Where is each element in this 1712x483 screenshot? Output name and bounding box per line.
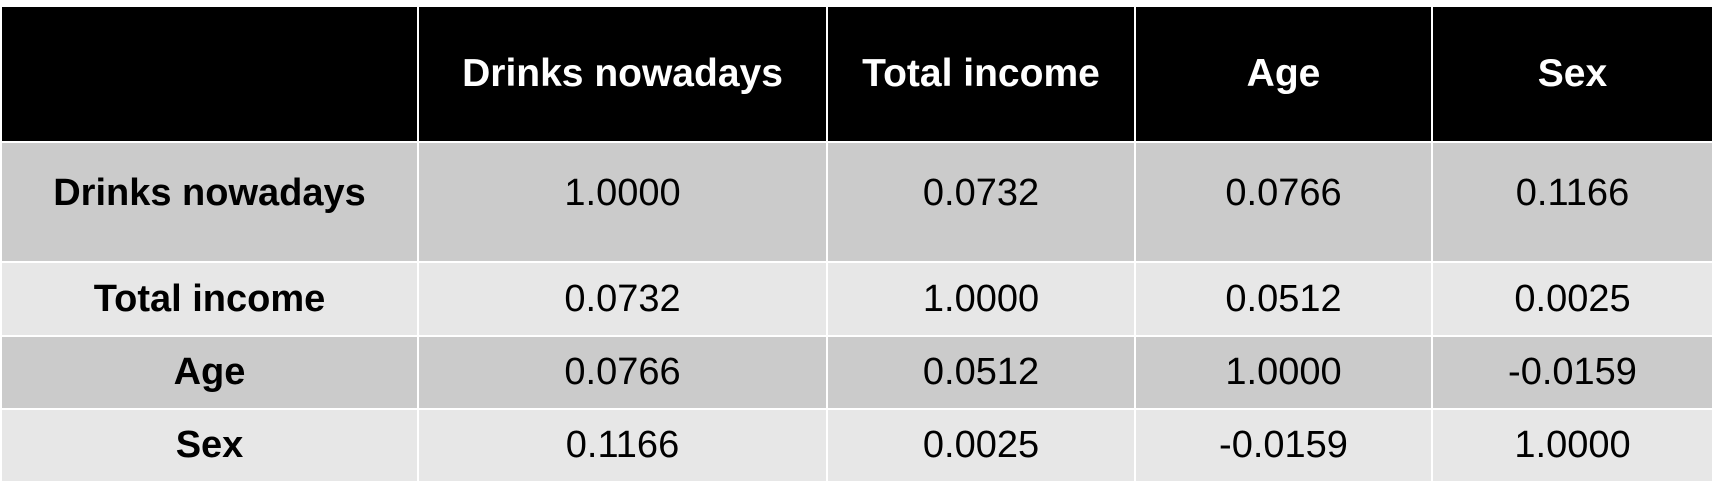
column-header: Age [1134, 5, 1433, 143]
row-header: Drinks nowadays [0, 141, 419, 263]
table-cell: 0.1166 [417, 408, 828, 483]
table-cell: 1.0000 [1134, 335, 1433, 410]
table-header-row: Drinks nowadays Total income Age Sex [0, 5, 1712, 143]
table-cell: 0.0766 [1134, 141, 1433, 263]
table-cell: 1.0000 [1431, 408, 1712, 483]
row-header: Total income [0, 261, 419, 337]
row-header: Age [0, 335, 419, 410]
table-row: Age 0.0766 0.0512 1.0000 -0.0159 [0, 335, 1712, 410]
table-cell: 0.1166 [1431, 141, 1712, 263]
table-cell: 1.0000 [826, 261, 1136, 337]
table-cell: -0.0159 [1134, 408, 1433, 483]
table-row: Drinks nowadays 1.0000 0.0732 0.0766 0.1… [0, 141, 1712, 263]
corner-cell [0, 5, 419, 143]
column-header: Drinks nowadays [417, 5, 828, 143]
table-row: Total income 0.0732 1.0000 0.0512 0.0025 [0, 261, 1712, 337]
correlation-table: Drinks nowadays Total income Age Sex Dri… [0, 5, 1712, 483]
row-header: Sex [0, 408, 419, 483]
table-cell: 0.0732 [826, 141, 1136, 263]
table-cell: 1.0000 [417, 141, 828, 263]
correlation-table-container: Drinks nowadays Total income Age Sex Dri… [0, 5, 1712, 483]
table-cell: 0.0766 [417, 335, 828, 410]
table-cell: 0.0512 [826, 335, 1136, 410]
table-row: Sex 0.1166 0.0025 -0.0159 1.0000 [0, 408, 1712, 483]
table-cell: 0.0025 [1431, 261, 1712, 337]
column-header: Total income [826, 5, 1136, 143]
table-cell: 0.0732 [417, 261, 828, 337]
table-cell: 0.0512 [1134, 261, 1433, 337]
column-header: Sex [1431, 5, 1712, 143]
table-cell: -0.0159 [1431, 335, 1712, 410]
table-cell: 0.0025 [826, 408, 1136, 483]
